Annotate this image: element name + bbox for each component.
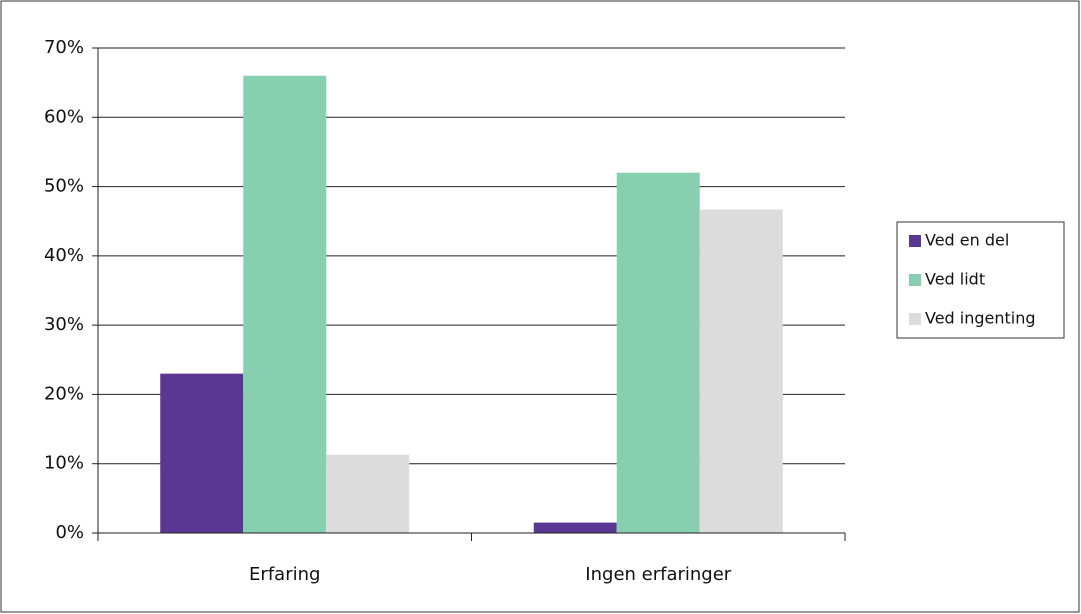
y-tick-label: 20% bbox=[44, 383, 84, 404]
x-tick-label: Ingen erfaringer bbox=[585, 564, 731, 585]
legend-swatch bbox=[909, 313, 921, 325]
legend-swatch bbox=[909, 235, 921, 247]
legend-swatch bbox=[909, 274, 921, 286]
bar bbox=[616, 172, 700, 533]
legend-box bbox=[896, 221, 1065, 339]
bar bbox=[699, 209, 783, 533]
bar bbox=[533, 522, 617, 533]
y-tick-label: 60% bbox=[44, 106, 84, 127]
y-tick-label: 0% bbox=[55, 522, 84, 543]
y-tick-label: 40% bbox=[44, 245, 84, 266]
bar bbox=[160, 373, 244, 533]
legend: Ved en del Ved lidt Ved ingenting bbox=[896, 221, 1065, 339]
y-tick-label: 50% bbox=[44, 176, 84, 197]
legend-label: Ved lidt bbox=[925, 270, 985, 289]
legend-label: Ved ingenting bbox=[925, 309, 1036, 328]
y-tick-label: 30% bbox=[44, 314, 84, 335]
bar bbox=[326, 454, 410, 533]
bar bbox=[243, 75, 327, 533]
y-tick-label: 70% bbox=[44, 37, 84, 58]
legend-label: Ved en del bbox=[925, 231, 1009, 250]
x-tick-label: Erfaring bbox=[249, 564, 320, 585]
y-tick-label: 10% bbox=[44, 453, 84, 474]
